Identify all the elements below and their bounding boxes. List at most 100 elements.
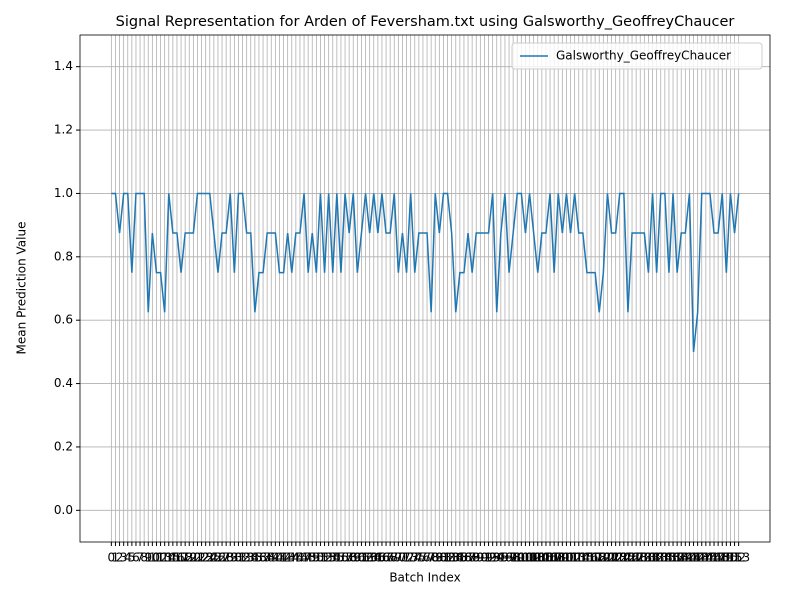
x-tick-label: 114: [567, 551, 590, 565]
x-tick-label: 93: [485, 551, 500, 565]
x-tick-label: 96: [497, 551, 512, 565]
x-tick-label: 92: [481, 551, 496, 565]
x-tick-label: 127: [621, 551, 644, 565]
y-tick-label: 0.4: [54, 376, 73, 390]
x-tick-label: 60: [350, 551, 365, 565]
x-tick-label: 26: [210, 551, 225, 565]
x-tick-label: 82: [440, 551, 455, 565]
x-tick-label: 61: [354, 551, 369, 565]
x-tick-label: 56: [333, 551, 348, 565]
x-tick-label: 149: [711, 551, 734, 565]
x-tick-label: 105: [530, 551, 553, 565]
x-tick-label: 102: [518, 551, 541, 565]
x-tick-label: 47: [296, 551, 311, 565]
x-tick-label: 44: [284, 551, 299, 565]
x-tick-label: 17: [173, 551, 188, 565]
x-tick-label: 41: [272, 551, 287, 565]
x-tick-label: 55: [329, 551, 344, 565]
x-tick-label: 19: [182, 551, 197, 565]
x-tick-label: 85: [452, 551, 467, 565]
x-tick-label: 98: [506, 551, 521, 565]
x-tick-label: 28: [219, 551, 234, 565]
x-tick-label: 139: [670, 551, 693, 565]
x-tick-label: 23: [198, 551, 213, 565]
x-tick-label: 90: [473, 551, 488, 565]
x-tick-label: 128: [625, 551, 648, 565]
x-tick-label: 66: [374, 551, 389, 565]
x-tick-label: 113: [563, 551, 586, 565]
x-tick-label: 111: [555, 551, 578, 565]
x-tick-label: 79: [428, 551, 443, 565]
x-tick-label: 31: [231, 551, 246, 565]
x-tick-label: 25: [206, 551, 221, 565]
x-tick-label: 67: [378, 551, 393, 565]
x-tick-label: 64: [366, 551, 381, 565]
x-tick-label: 147: [703, 551, 726, 565]
x-tick-label: 18: [178, 551, 193, 565]
plot: [111, 192, 740, 352]
x-tick-label: 51: [313, 551, 328, 565]
x-tick-label: 7: [136, 551, 144, 565]
x-tick-label: 6: [132, 551, 140, 565]
x-tick-label: 108: [543, 551, 566, 565]
x-tick-label: 38: [260, 551, 275, 565]
x-tick-label: 22: [194, 551, 209, 565]
x-tick-label: 153: [727, 551, 750, 565]
x-tick-label: 33: [239, 551, 254, 565]
x-tick-label: 136: [657, 551, 680, 565]
x-tick-label: 63: [362, 551, 377, 565]
x-tick-label: 135: [653, 551, 676, 565]
x-tick-label: 46: [292, 551, 307, 565]
x-tick-label: 68: [383, 551, 398, 565]
x-tick-label: 11: [149, 551, 164, 565]
x-tick-label: 95: [493, 551, 508, 565]
x-tick-label: 129: [629, 551, 652, 565]
grid: [80, 35, 770, 542]
x-tick-label: 134: [649, 551, 672, 565]
x-tick-label: 83: [444, 551, 459, 565]
x-tick-label: 126: [616, 551, 639, 565]
x-tick-label: 150: [715, 551, 738, 565]
y-tick-label: 0.6: [54, 313, 73, 327]
x-tick-label: 142: [682, 551, 705, 565]
x-tick-label: 78: [424, 551, 439, 565]
x-tick-label: 39: [264, 551, 279, 565]
x-tick-label: 94: [489, 551, 504, 565]
x-tick-label: 15: [165, 551, 180, 565]
x-tick-label: 104: [526, 551, 549, 565]
y-tick-label: 1.2: [54, 123, 73, 137]
x-tick-label: 72: [399, 551, 414, 565]
x-tick-label: 10: [145, 551, 160, 565]
x-tick-label: 146: [698, 551, 721, 565]
x-tick-label: 107: [539, 551, 562, 565]
x-tick-label: 71: [395, 551, 410, 565]
legend-box: [511, 42, 763, 70]
x-tick-label: 87: [460, 551, 475, 565]
x-tick-label: 122: [600, 551, 623, 565]
x-tick-label: 27: [214, 551, 229, 565]
x-tick-label: 45: [288, 551, 303, 565]
x-tick-label: 77: [419, 551, 434, 565]
x-tick-label: 76: [415, 551, 430, 565]
x-tick-label: 140: [674, 551, 697, 565]
x-tick-label: 21: [190, 551, 205, 565]
x-tick-label: 4: [124, 551, 132, 565]
x-tick-label: 109: [547, 551, 570, 565]
x-tick-label: 12: [153, 551, 168, 565]
x-tick-label: 40: [268, 551, 283, 565]
x-tick-label: 65: [370, 551, 385, 565]
x-tick-label: 35: [247, 551, 262, 565]
x-tick-label: 62: [358, 551, 373, 565]
x-tick-label: 0: [108, 551, 116, 565]
x-tick-label: 20: [186, 551, 201, 565]
x-tick-label: 69: [387, 551, 402, 565]
x-tick-label: 74: [407, 551, 422, 565]
x-tick-label: 115: [571, 551, 594, 565]
x-axis-label: Batch Index: [389, 571, 460, 585]
x-tick-label: 8: [140, 551, 148, 565]
x-tick-label: 32: [235, 551, 250, 565]
x-tick-label: 143: [686, 551, 709, 565]
x-tick-label: 29: [223, 551, 238, 565]
